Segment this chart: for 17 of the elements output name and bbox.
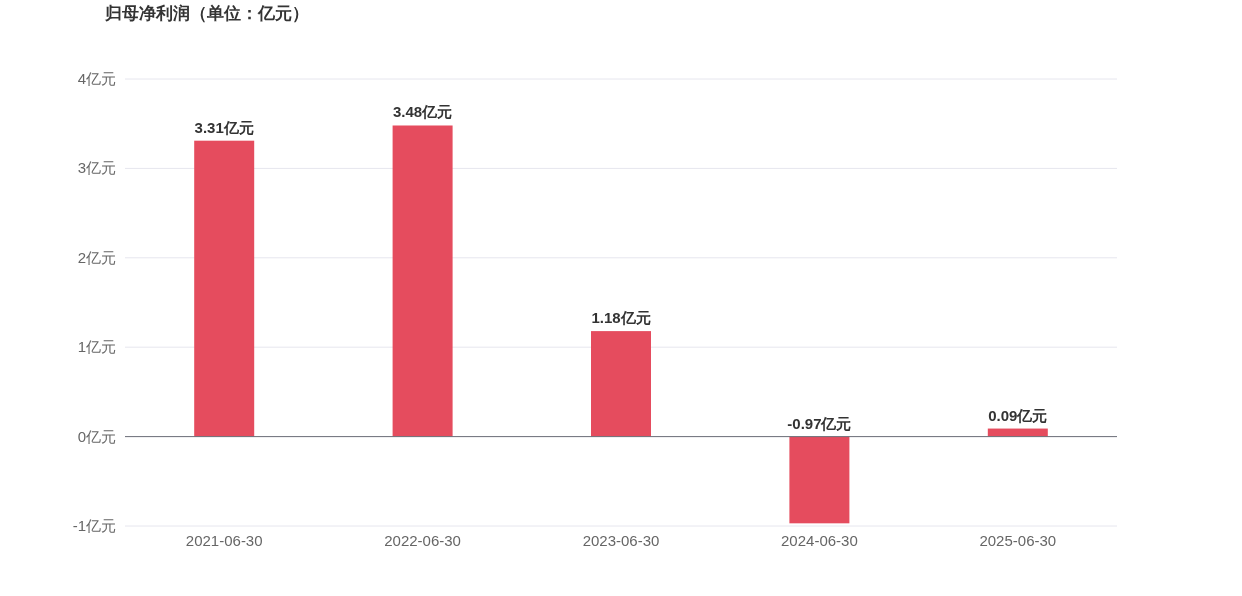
data-label: 3.31亿元 (194, 118, 254, 136)
data-label: 1.18亿元 (591, 309, 651, 327)
data-label: 3.48亿元 (393, 103, 453, 121)
y-tick-label: 1亿元 (77, 338, 116, 356)
data-label: -0.97亿元 (787, 414, 852, 432)
y-tick-label: 4亿元 (77, 70, 116, 87)
y-tick-label: -1亿元 (72, 517, 116, 534)
x-tick-label: 2021-06-30 (185, 532, 263, 549)
x-tick-label: 2025-06-30 (979, 532, 1057, 549)
y-tick-label: 0亿元 (77, 427, 116, 445)
x-tick-label: 2024-06-30 (781, 532, 858, 549)
title: 归母净利润（单位：亿元） (105, 4, 309, 23)
y-tick-label: 2亿元 (77, 248, 116, 266)
y-tick-label: 3亿元 (77, 159, 116, 177)
x-tick-label: 2022-06-30 (384, 532, 461, 549)
data-label: 0.09亿元 (988, 406, 1048, 424)
x-tick-label: 2023-06-30 (582, 532, 660, 549)
